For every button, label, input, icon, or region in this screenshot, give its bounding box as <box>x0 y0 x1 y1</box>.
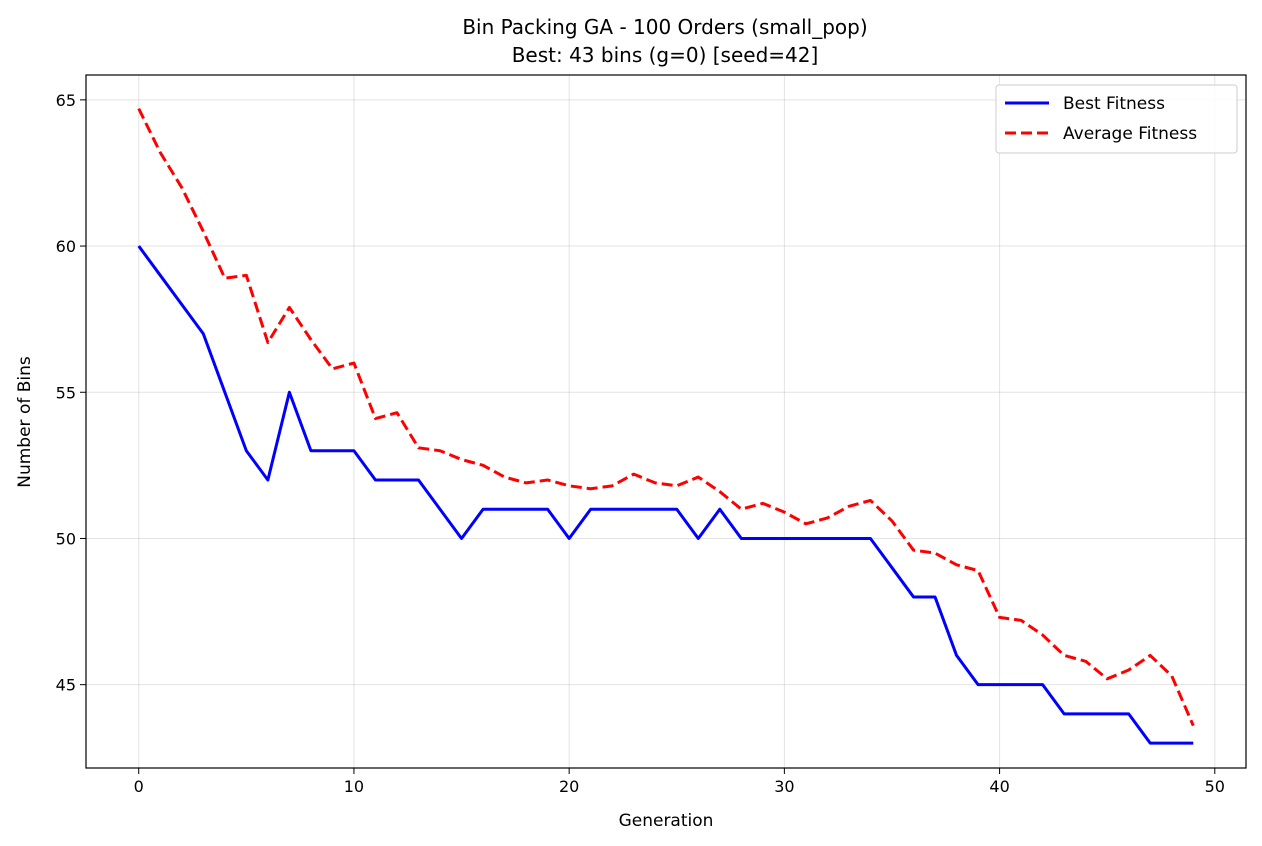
legend-box <box>995 84 1238 154</box>
x-axis-label: Generation <box>619 811 714 831</box>
x-tick-label: 50 <box>1205 777 1225 796</box>
x-axis-ticks: 0 10 20 30 40 50 <box>134 768 1225 796</box>
x-tick-label: 10 <box>344 777 364 796</box>
x-tick-label: 30 <box>774 777 794 796</box>
y-tick-label: 50 <box>56 529 76 548</box>
y-tick-label: 60 <box>56 237 76 256</box>
legend: Best Fitness Average Fitness <box>995 84 1238 154</box>
y-tick-label: 55 <box>56 383 76 402</box>
series-line-best-fitness <box>137 245 1194 745</box>
chart-title: Bin Packing GA - 100 Orders (small_pop) <box>462 15 867 39</box>
legend-label-average: Average Fitness <box>1063 124 1197 144</box>
x-tick-label: 0 <box>134 777 144 796</box>
legend-label-best: Best Fitness <box>1063 94 1165 114</box>
series-lines <box>137 107 1195 745</box>
y-tick-label: 45 <box>56 676 76 695</box>
x-tick-label: 40 <box>989 777 1009 796</box>
x-tick-label: 20 <box>559 777 579 796</box>
grid-lines <box>86 75 1246 768</box>
plot-frame <box>85 74 1247 769</box>
series-line-average-fitness <box>137 107 1195 727</box>
y-axis-ticks: 45 50 55 60 65 <box>56 91 86 695</box>
y-axis-label: Number of Bins <box>15 356 35 488</box>
y-tick-label: 65 <box>56 91 76 110</box>
chart-subtitle: Best: 43 bins (g=0) [seed=42] <box>512 43 819 67</box>
